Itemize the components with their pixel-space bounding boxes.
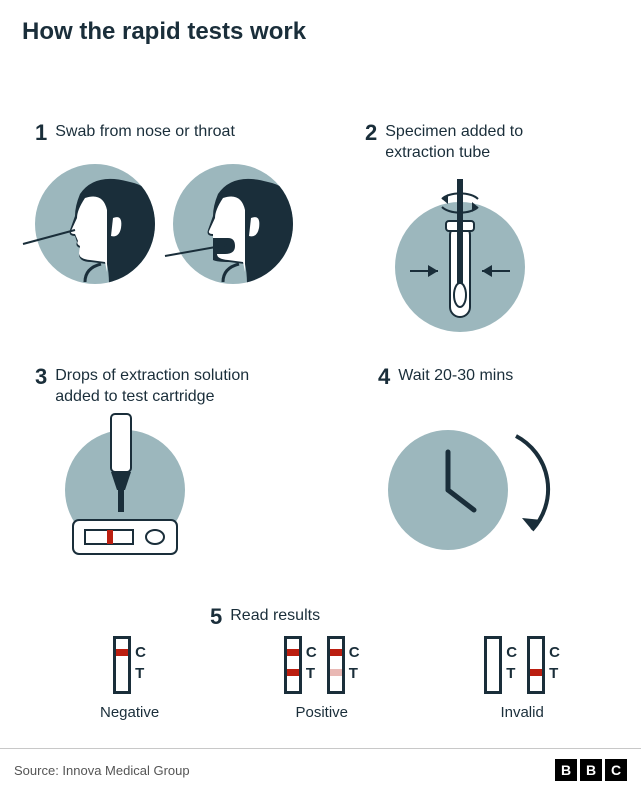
test-strip: CT — [527, 636, 560, 694]
footer: Source: Innova Medical Group B B C — [0, 748, 641, 791]
bbc-logo-letter: B — [580, 759, 602, 781]
invalid-strips: CT CT — [484, 636, 560, 694]
ct-indicator-labels: CT — [506, 636, 517, 684]
result-invalid-label: Invalid — [500, 704, 543, 721]
strip-body — [284, 636, 302, 694]
c-band — [330, 649, 342, 656]
step-2: 2 Specimen added to extraction tube — [365, 120, 595, 332]
result-invalid: CT CT Invalid — [484, 636, 560, 721]
nose-swab-icon — [35, 164, 155, 284]
step-5-label: Read results — [230, 604, 320, 627]
step-1-illustration — [35, 164, 335, 284]
strip-body — [327, 636, 345, 694]
test-strip: CT — [284, 636, 317, 694]
step-2-illustration — [395, 182, 525, 332]
source-text: Source: Innova Medical Group — [14, 763, 190, 778]
ct-indicator-labels: CT — [306, 636, 317, 684]
test-strip: CT — [113, 636, 146, 694]
c-band — [116, 649, 128, 656]
ct-indicator-labels: CT — [549, 636, 560, 684]
result-positive: CT CT Positive — [284, 636, 360, 721]
positive-strips: CT CT — [284, 636, 360, 694]
results-row: CT Negative CT CT Positive CT CT Invalid — [100, 636, 560, 721]
step-3-label: Drops of extraction solution added to te… — [55, 364, 285, 408]
bbc-logo-letter: B — [555, 759, 577, 781]
c-band — [287, 649, 299, 656]
bbc-logo-letter: C — [605, 759, 627, 781]
t-band — [330, 669, 342, 676]
step-4-number: 4 — [378, 364, 390, 390]
step-5-number: 5 — [210, 604, 222, 630]
step-1-label: Swab from nose or throat — [55, 120, 235, 143]
test-strip: CT — [327, 636, 360, 694]
step-2-number: 2 — [365, 120, 377, 146]
step-1: 1 Swab from nose or throat — [35, 120, 335, 284]
strip-body — [527, 636, 545, 694]
result-negative-label: Negative — [100, 704, 159, 721]
step-3: 3 Drops of extraction solution added to … — [35, 364, 335, 580]
ct-indicator-labels: CT — [135, 636, 146, 684]
step-4-illustration — [378, 420, 558, 560]
step-3-illustration — [65, 420, 205, 580]
step-5: 5 Read results — [210, 604, 590, 630]
result-positive-label: Positive — [295, 704, 348, 721]
t-band — [287, 669, 299, 676]
negative-strips: CT — [113, 636, 146, 694]
step-4: 4 Wait 20-30 mins — [378, 364, 598, 560]
step-3-number: 3 — [35, 364, 47, 390]
clock-icon — [388, 430, 508, 550]
test-strip: CT — [484, 636, 517, 694]
t-band — [530, 669, 542, 676]
result-negative: CT Negative — [100, 636, 159, 721]
page-title: How the rapid tests work — [0, 0, 641, 46]
strip-body — [113, 636, 131, 694]
step-4-label: Wait 20-30 mins — [398, 364, 513, 387]
bbc-logo: B B C — [555, 759, 627, 781]
step-1-number: 1 — [35, 120, 47, 146]
step-2-label: Specimen added to extraction tube — [385, 120, 545, 164]
strip-body — [484, 636, 502, 694]
throat-swab-icon — [173, 164, 293, 284]
ct-indicator-labels: CT — [349, 636, 360, 684]
